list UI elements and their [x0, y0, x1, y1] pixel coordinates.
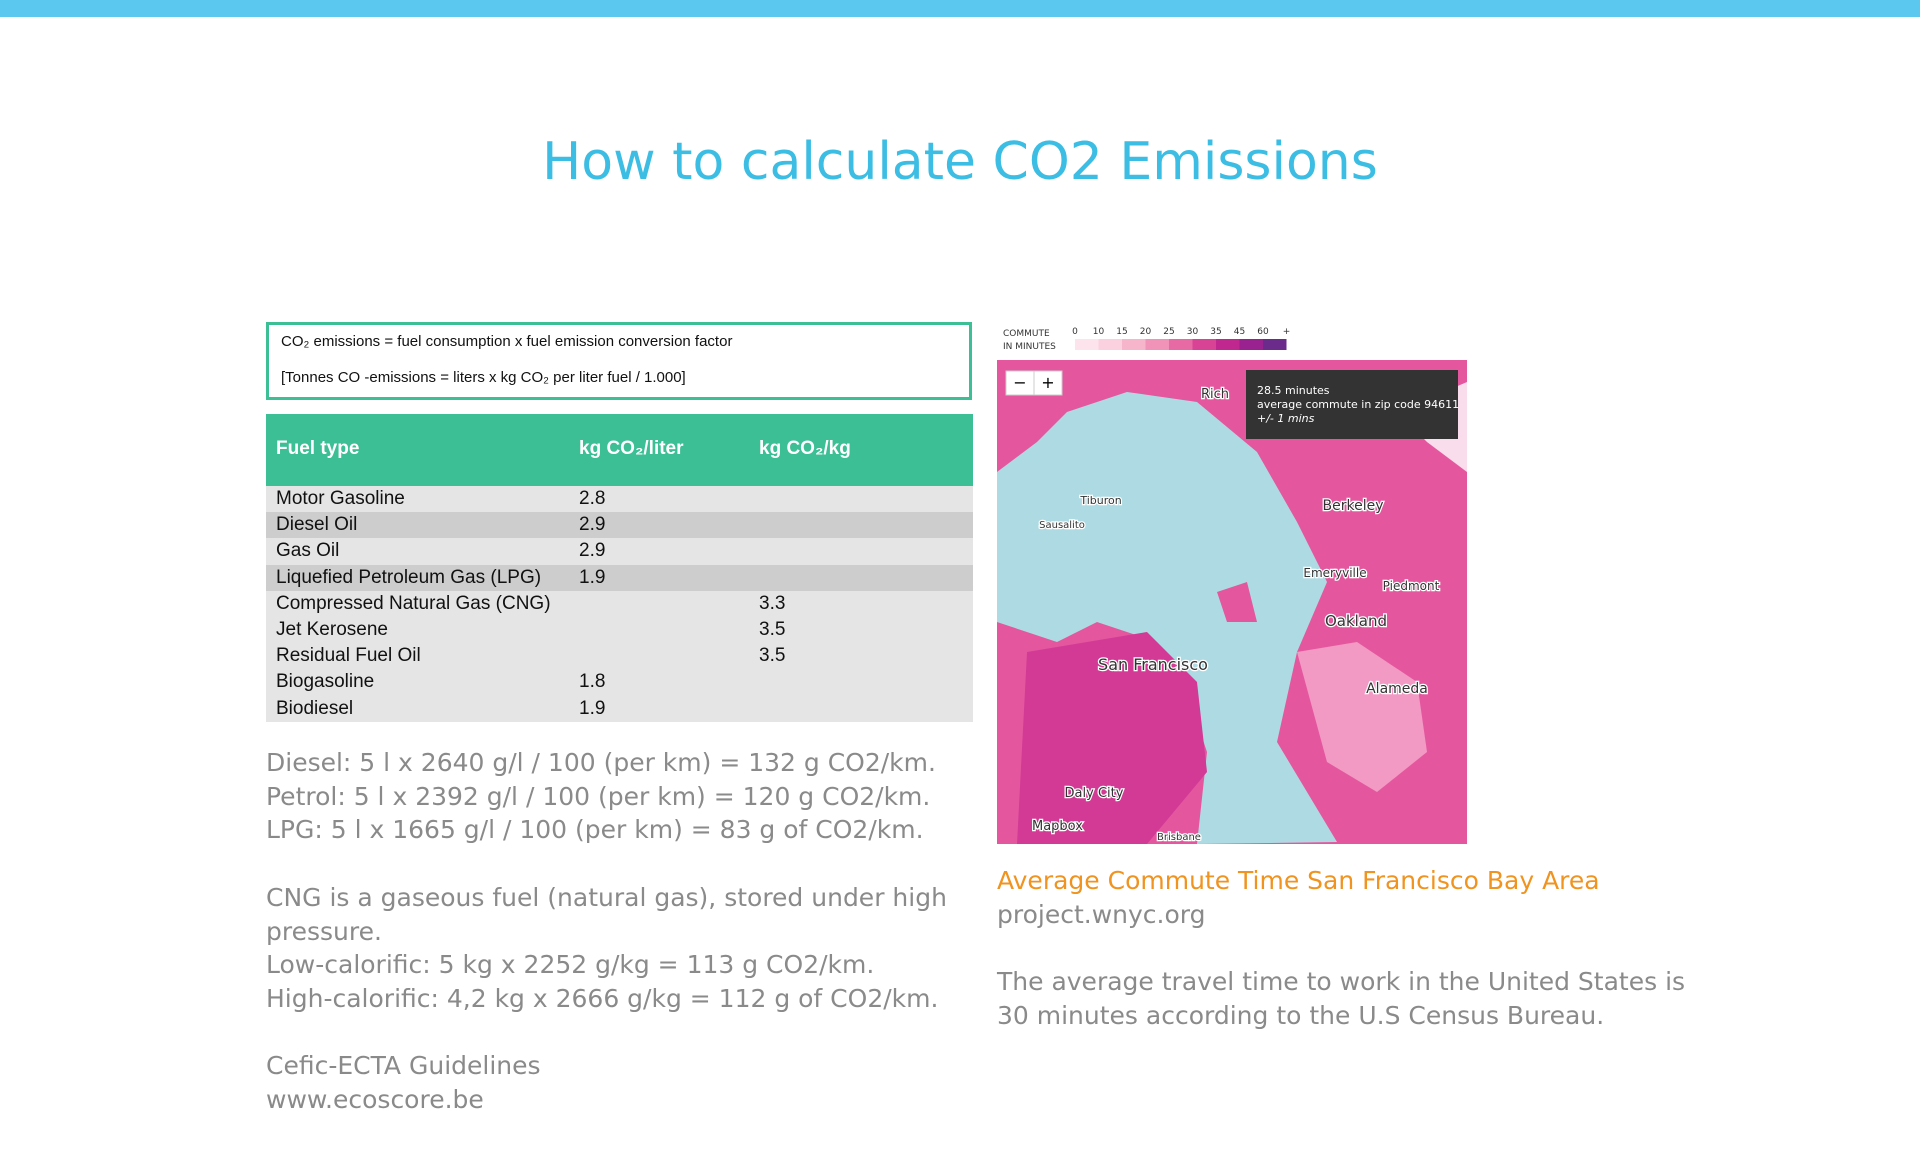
legend-tick: 20 [1140, 327, 1152, 337]
note-line: Low-calorific: 5 kg x 2252 g/kg = 113 g … [266, 950, 875, 980]
table-cell: Motor Gasoline [276, 488, 405, 509]
table-cell: Biogasoline [276, 671, 375, 693]
table-header-cell: kg CO₂/liter [579, 438, 684, 459]
zoom-in[interactable]: + [1041, 373, 1054, 392]
table-cell: Jet Kerosene [276, 619, 388, 640]
zoom-out[interactable]: − [1013, 373, 1026, 392]
legend-tick: 60 [1257, 327, 1269, 337]
legend-tick: 0 [1072, 327, 1078, 337]
legend-tick: 45 [1234, 327, 1245, 337]
map-label: Emeryville [1303, 566, 1366, 580]
legend-tick: 10 [1093, 327, 1105, 337]
map-label: Piedmont [1383, 579, 1440, 593]
table-row [266, 590, 973, 617]
legend-tick: 35 [1210, 327, 1221, 337]
note-line: CNG is a gaseous fuel (natural gas), sto… [266, 882, 947, 912]
map-label: Alameda [1366, 681, 1428, 697]
top-bar [0, 0, 1920, 17]
table-cell: Liquefied Petroleum Gas (LPG) [276, 566, 542, 588]
map-label: Berkeley [1323, 498, 1384, 514]
legend-swatch [1122, 339, 1146, 350]
map-label: San Francisco [1098, 655, 1208, 674]
legend-swatch [1098, 339, 1122, 350]
table-cell: 3.5 [759, 619, 786, 640]
table-cell: 2.9 [579, 540, 606, 562]
table-cell: 3.5 [759, 645, 786, 667]
table-cell: 2.9 [579, 514, 606, 536]
note-line: Diesel: 5 l x 2640 g/l / 100 (per km) = … [266, 748, 936, 777]
legend-tick: 25 [1163, 327, 1174, 337]
table-row [266, 486, 973, 513]
table-cell: Gas Oil [276, 540, 340, 562]
legend-swatch [1145, 339, 1169, 350]
formula-box: CO₂ emissions = fuel consumption x fuel … [266, 322, 972, 400]
legend-swatch [1263, 339, 1287, 350]
legend-title: IN MINUTES [1003, 342, 1056, 352]
note-line: Petrol: 5 l x 2392 g/l / 100 (per km) = … [266, 781, 931, 811]
table-row [266, 538, 973, 565]
table-row [266, 669, 973, 696]
table-cell: 2.8 [579, 488, 606, 509]
legend-tick: 15 [1116, 327, 1127, 337]
formula-line: CO₂ emissions = fuel consumption x fuel … [281, 333, 733, 350]
table-cell: Compressed Natural Gas (CNG) [276, 592, 551, 614]
zoom-control: − + [1005, 370, 1063, 396]
table-cell: 3.3 [759, 592, 786, 614]
tooltip-line: average commute in zip code 94611 [1257, 398, 1459, 411]
tooltip [1246, 370, 1458, 439]
fuel-table: Fuel type kg CO₂/liter kg CO₂/kg Motor Gaso… [266, 414, 973, 722]
table-row [266, 643, 973, 670]
caption-text: 30 minutes according to the U.S Census B… [997, 1001, 1605, 1030]
land-light [1297, 642, 1427, 792]
tooltip-line: +/- 1 mins [1257, 412, 1315, 425]
map-label: Sausalito [1039, 520, 1085, 531]
note-line: LPG: 5 l x 1665 g/l / 100 (per km) = 83 … [266, 815, 924, 845]
legend: COMMUTE IN MINUTES 0 10 15 20 25 30 35 45 60 + [1003, 327, 1290, 352]
island [1217, 582, 1257, 622]
note-line: Cefic-ECTA Guidelines [266, 1051, 541, 1081]
formula-line: [Tonnes CO -emissions = liters x kg CO₂ … [281, 369, 686, 386]
legend-tick: + [1283, 327, 1291, 337]
caption-text: The average travel time to work in the U… [997, 967, 1686, 996]
map-label: Daly City [1065, 786, 1124, 801]
table-cell: Diesel Oil [276, 514, 358, 536]
legend-title: COMMUTE [1003, 329, 1050, 339]
legend-swatch [1169, 339, 1193, 350]
bay-water [997, 392, 1337, 844]
table-row [266, 512, 973, 539]
map-label: Brisbane [1157, 832, 1201, 843]
table-cell: Biodiesel [276, 697, 354, 719]
legend-tick: 30 [1187, 327, 1199, 337]
legend-swatch [1239, 339, 1263, 350]
table-cell: Residual Fuel Oil [276, 645, 421, 667]
legend-swatch [1216, 339, 1240, 350]
table-row [266, 564, 973, 591]
note-line: www.ecoscore.be [266, 1085, 484, 1114]
legend-swatch [1075, 339, 1099, 350]
note-line: pressure. [266, 916, 382, 946]
table-row [266, 695, 973, 722]
table-cell: 1.9 [579, 566, 606, 588]
legend-swatch [1192, 339, 1216, 350]
caption-source: project.wnyc.org [997, 900, 1206, 929]
map-label: Rich [1201, 387, 1229, 402]
title: How to calculate CO2 Emissions [542, 132, 1378, 192]
table-header-cell: Fuel type [276, 438, 360, 459]
note-line: High-calorific: 4,2 kg x 2666 g/kg = 112… [266, 983, 939, 1013]
map-label: Oakland [1325, 612, 1387, 630]
table-row [266, 617, 973, 644]
table-cell: 1.8 [579, 671, 606, 693]
tooltip-line: 28.5 minutes [1257, 384, 1330, 397]
map-label: Mapbox [1032, 819, 1083, 834]
land-dark [1017, 632, 1207, 844]
caption-title: Average Commute Time San Francisco Bay A… [997, 866, 1600, 895]
table-cell: 1.9 [579, 697, 606, 719]
map-labels: Rich Berkeley Tiburon Sausalito Emeryville Pi… [1031, 386, 1441, 844]
map-label: Tiburon [1079, 494, 1121, 507]
table-header-cell: kg CO₂/kg [759, 438, 851, 459]
table-header-bg [266, 414, 973, 486]
